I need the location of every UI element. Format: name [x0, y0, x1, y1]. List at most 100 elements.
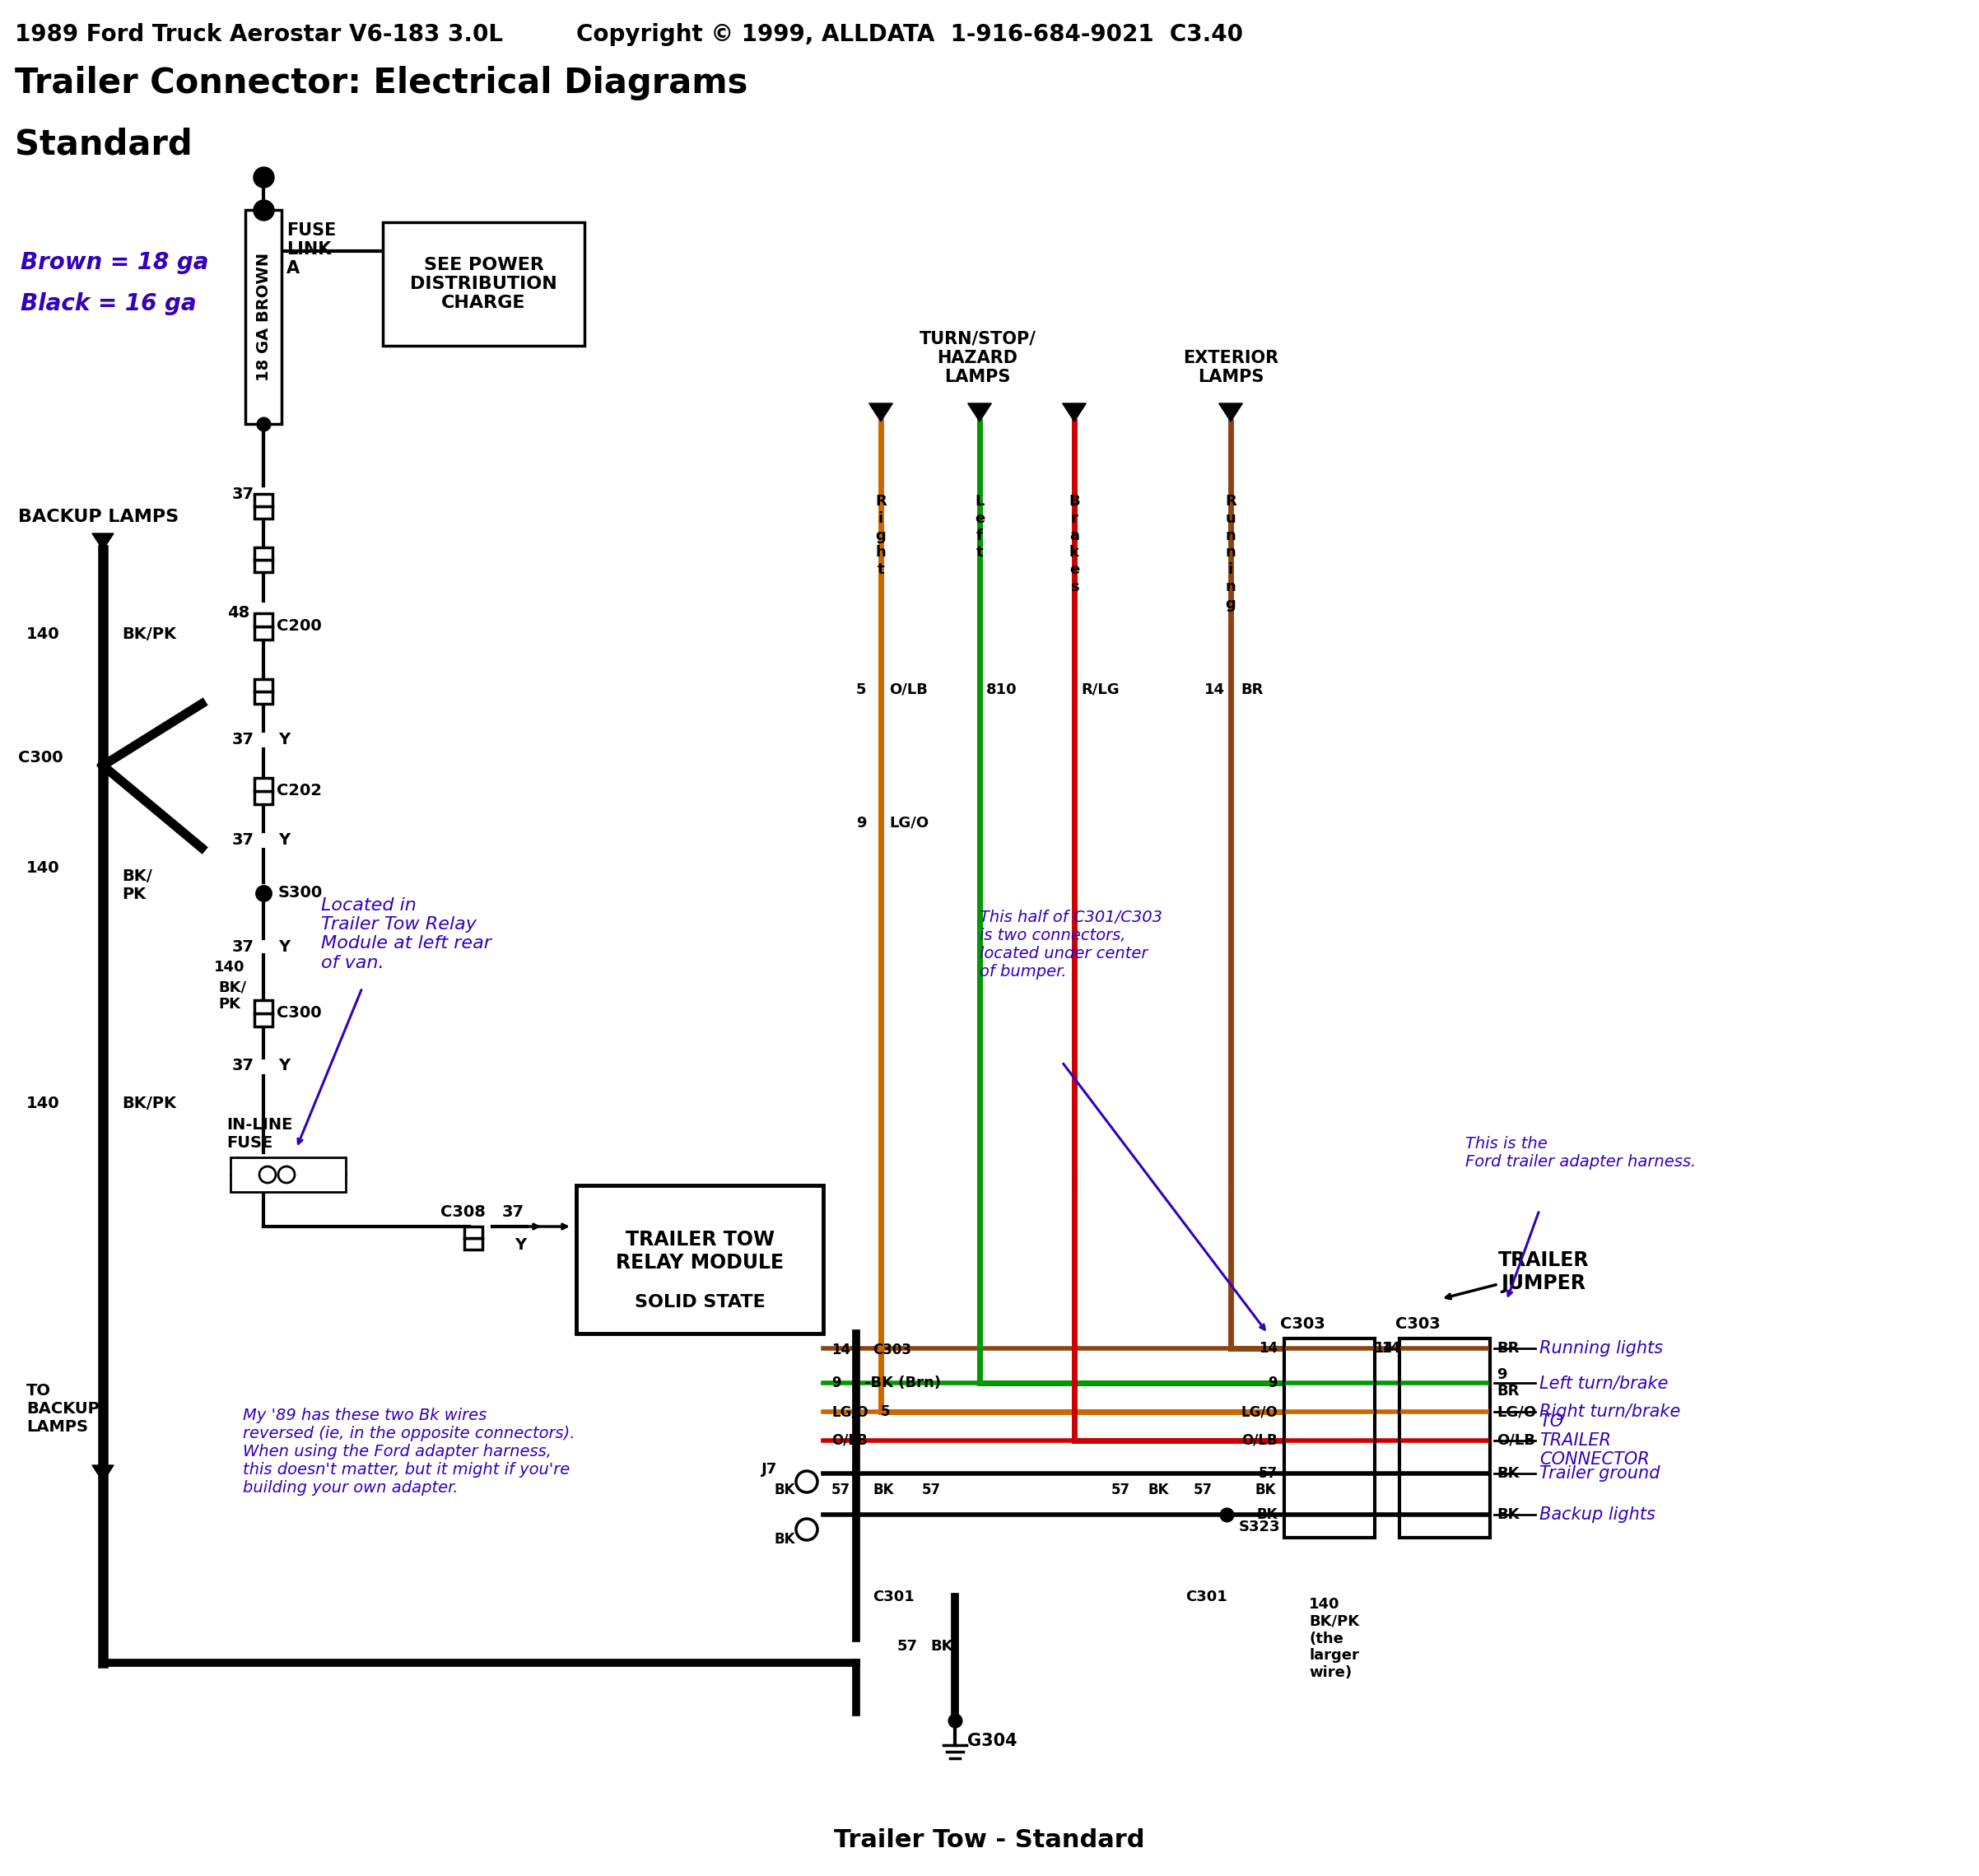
- Text: O/LB: O/LB: [1241, 1433, 1278, 1448]
- Bar: [245, 210, 281, 424]
- Text: C202: C202: [277, 784, 323, 799]
- Text: 57: 57: [831, 1482, 851, 1497]
- Text: TURN/STOP/
HAZARD
LAMPS: TURN/STOP/ HAZARD LAMPS: [918, 330, 1035, 385]
- Text: 57: 57: [1193, 1482, 1213, 1497]
- Text: 140: 140: [26, 627, 59, 642]
- Text: Y: Y: [279, 831, 289, 848]
- Text: BK: BK: [774, 1482, 796, 1497]
- Text: Left turn/brake: Left turn/brake: [1540, 1375, 1668, 1392]
- Bar: [255, 493, 273, 507]
- Text: C300: C300: [18, 750, 63, 765]
- Text: Brown = 18 ga: Brown = 18 ga: [20, 251, 208, 274]
- Text: R
i
g
h
t: R i g h t: [875, 493, 887, 578]
- Text: BK: BK: [873, 1482, 895, 1497]
- Text: BR: BR: [1241, 683, 1263, 698]
- Text: TO
BACKUP
LAMPS: TO BACKUP LAMPS: [26, 1383, 99, 1435]
- Text: R
u
n
n
i
n
g: R u n n i n g: [1225, 493, 1237, 612]
- Text: 48: 48: [228, 606, 249, 621]
- Text: Right turn/brake: Right turn/brake: [1540, 1403, 1680, 1420]
- Text: Trailer ground: Trailer ground: [1540, 1465, 1660, 1482]
- Text: BK/: BK/: [218, 981, 245, 994]
- Bar: [255, 792, 273, 805]
- Bar: [1399, 1338, 1490, 1538]
- Text: IN-LINE
FUSE: IN-LINE FUSE: [226, 1116, 293, 1150]
- Text: 140
BK/PK
(the
larger
wire): 140 BK/PK (the larger wire): [1308, 1596, 1360, 1681]
- Text: Standard: Standard: [14, 128, 192, 161]
- Text: G304: G304: [968, 1733, 1017, 1748]
- Bar: [255, 692, 273, 704]
- Text: 14: 14: [1259, 1341, 1278, 1356]
- Bar: [465, 1227, 483, 1238]
- Text: EXTERIOR
LAMPS: EXTERIOR LAMPS: [1183, 349, 1278, 385]
- Text: BK: BK: [930, 1640, 952, 1655]
- Polygon shape: [968, 403, 991, 422]
- Text: Y: Y: [279, 1058, 289, 1073]
- Text: BACKUP LAMPS: BACKUP LAMPS: [18, 508, 178, 525]
- Text: BR: BR: [1496, 1341, 1520, 1356]
- Bar: [255, 779, 273, 792]
- Text: 57: 57: [922, 1482, 942, 1497]
- Text: 9: 9: [857, 816, 867, 831]
- Polygon shape: [93, 1465, 113, 1482]
- Text: FUSE
LINK
A: FUSE LINK A: [287, 221, 336, 278]
- Text: Trailer Tow - Standard: Trailer Tow - Standard: [833, 1827, 1146, 1852]
- Text: -BK (Brn): -BK (Brn): [865, 1375, 940, 1390]
- Text: 140: 140: [214, 961, 245, 976]
- Text: 14: 14: [1381, 1341, 1401, 1356]
- Text: 57: 57: [1259, 1465, 1278, 1480]
- Text: Located in
Trailer Tow Relay
Module at left rear
of van.: Located in Trailer Tow Relay Module at l…: [321, 897, 491, 972]
- Text: C303: C303: [873, 1343, 910, 1358]
- Text: 5: 5: [857, 683, 867, 698]
- Polygon shape: [93, 533, 113, 550]
- Text: LG/O: LG/O: [1496, 1405, 1536, 1418]
- Text: S300: S300: [279, 885, 323, 900]
- Text: 37: 37: [232, 1058, 255, 1073]
- Bar: [255, 679, 273, 692]
- Text: Y: Y: [279, 732, 289, 747]
- Text: Black = 16 ga: Black = 16 ga: [20, 293, 196, 315]
- Text: 18 GA BROWN: 18 GA BROWN: [255, 253, 271, 381]
- Text: Trailer Connector: Electrical Diagrams: Trailer Connector: Electrical Diagrams: [14, 66, 748, 101]
- Text: S323: S323: [1239, 1520, 1280, 1535]
- Text: TRAILER TOW
RELAY MODULE: TRAILER TOW RELAY MODULE: [615, 1231, 784, 1272]
- Text: 37: 37: [232, 938, 255, 955]
- Text: TO
TRAILER
CONNECTOR: TO TRAILER CONNECTOR: [1540, 1413, 1650, 1467]
- Text: 140: 140: [26, 1096, 59, 1111]
- Text: 14: 14: [1205, 683, 1225, 698]
- Text: C303: C303: [1395, 1315, 1441, 1332]
- Text: BK: BK: [1496, 1465, 1520, 1480]
- Text: 14: 14: [1373, 1341, 1393, 1356]
- Text: C303: C303: [1280, 1315, 1326, 1332]
- Text: O/LB: O/LB: [1496, 1433, 1536, 1448]
- Text: 9
BR: 9 BR: [1496, 1368, 1520, 1399]
- Bar: [255, 627, 273, 640]
- Text: 1989 Ford Truck Aerostar V6-183 3.0L: 1989 Ford Truck Aerostar V6-183 3.0L: [14, 23, 503, 47]
- Text: 37: 37: [232, 831, 255, 848]
- Text: 37: 37: [232, 486, 255, 501]
- Polygon shape: [1219, 403, 1243, 422]
- Bar: [255, 507, 273, 518]
- Text: R/LG: R/LG: [1081, 683, 1120, 698]
- Text: BK: BK: [1255, 1482, 1276, 1497]
- Polygon shape: [1063, 403, 1086, 422]
- Text: 37: 37: [232, 732, 255, 747]
- Bar: [255, 613, 273, 627]
- Text: BK/PK: BK/PK: [123, 1096, 176, 1111]
- Text: O/LB: O/LB: [889, 683, 928, 698]
- Bar: [255, 1013, 273, 1026]
- Bar: [576, 1186, 823, 1334]
- Text: This is the
Ford trailer adapter harness.: This is the Ford trailer adapter harness…: [1464, 1137, 1696, 1171]
- Text: TRAILER
JUMPER: TRAILER JUMPER: [1498, 1251, 1589, 1293]
- Text: LG/O: LG/O: [889, 816, 928, 831]
- Text: 57: 57: [1112, 1482, 1130, 1497]
- Text: 37: 37: [503, 1204, 524, 1219]
- Text: 9: 9: [831, 1375, 841, 1390]
- Text: J7: J7: [762, 1461, 778, 1476]
- Text: Y: Y: [279, 938, 289, 955]
- Text: 810: 810: [986, 683, 1017, 698]
- Text: C308: C308: [441, 1204, 485, 1219]
- Polygon shape: [869, 403, 893, 422]
- Text: Y: Y: [515, 1236, 526, 1253]
- Text: LG/O: LG/O: [1241, 1405, 1278, 1418]
- Text: C301: C301: [873, 1589, 914, 1604]
